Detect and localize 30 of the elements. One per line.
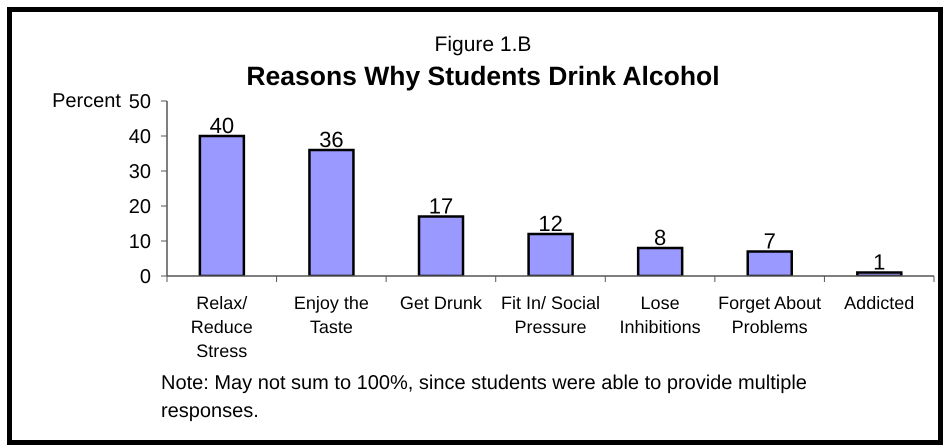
data-label: 8	[654, 225, 666, 250]
bar	[418, 215, 464, 276]
data-label: 1	[873, 250, 886, 274]
y-tick-label: 0	[140, 266, 151, 288]
data-label: 7	[764, 228, 776, 254]
bar	[308, 148, 355, 276]
bar	[527, 232, 574, 276]
y-tick-label: 50	[128, 91, 151, 114]
text: Note: May not sum to 100%, since students were able to provide multiple responses.	[161, 371, 808, 424]
data-label: 12	[538, 211, 563, 236]
y-axis-title: Percent	[51, 89, 121, 114]
bar	[636, 246, 684, 276]
x-tick-label: Addicted	[844, 293, 914, 313]
y-tick-label: 10	[128, 231, 151, 254]
chart-title: Reasons Why Students Drink Alcohol	[245, 61, 721, 91]
x-tick-label: Get Drunk	[400, 293, 483, 313]
chart-subtitle: Figure 1.B	[434, 32, 532, 58]
x-tick-label: Fit In/ Social Pressure	[500, 293, 600, 337]
bar	[746, 250, 793, 276]
x-tick-label: Relax/ Reduce Stress	[190, 293, 253, 361]
data-label: 36	[319, 127, 344, 152]
data-label: 40	[210, 113, 234, 138]
x-tick-label: Enjoy the Taste	[294, 293, 369, 337]
x-tick-label: Lose Inhibitions	[620, 293, 701, 337]
y-tick-label: 20	[128, 196, 151, 218]
y-tick-label: 30	[128, 161, 151, 184]
bar	[198, 134, 246, 276]
x-tick-label: Forget About Problems	[718, 293, 822, 337]
data-label: 17	[428, 194, 454, 218]
y-tick-label: 40	[128, 126, 151, 148]
